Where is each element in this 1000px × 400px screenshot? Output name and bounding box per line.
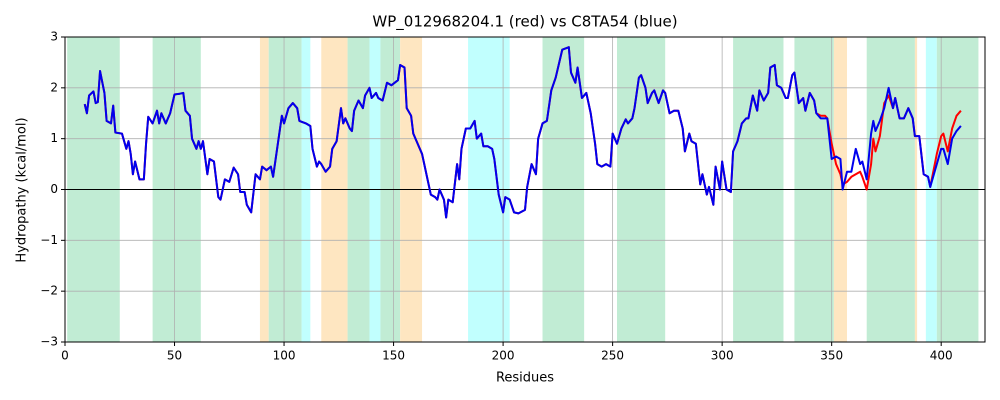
series-line [83, 46, 962, 219]
x-tick-label: 400 [930, 349, 953, 363]
x-tick-label: 50 [167, 349, 182, 363]
x-tick-label: 250 [601, 349, 624, 363]
y-tick-label: 3 [50, 30, 58, 44]
y-axis-label: Hydropathy (kcal/mol) [15, 117, 30, 262]
x-tick-label: 200 [492, 349, 515, 363]
y-tick-label: −2 [40, 284, 58, 298]
x-axis-label: Residues [496, 371, 554, 386]
x-tick-label: 0 [61, 349, 69, 363]
x-tick-label: 150 [382, 349, 405, 363]
y-tick-label: −3 [40, 335, 58, 349]
y-tick-label: 2 [50, 80, 58, 94]
x-tick-label: 100 [273, 349, 296, 363]
y-tick-label: 0 [50, 182, 58, 196]
plot-frame [64, 36, 986, 343]
chart-title: WP_012968204.1 (red) vs C8TA54 (blue) [372, 13, 677, 32]
y-tick-label: −1 [40, 233, 58, 247]
y-tick-label: 1 [50, 131, 58, 145]
x-tick-label: 300 [711, 349, 734, 363]
x-tick-label: 350 [820, 349, 843, 363]
